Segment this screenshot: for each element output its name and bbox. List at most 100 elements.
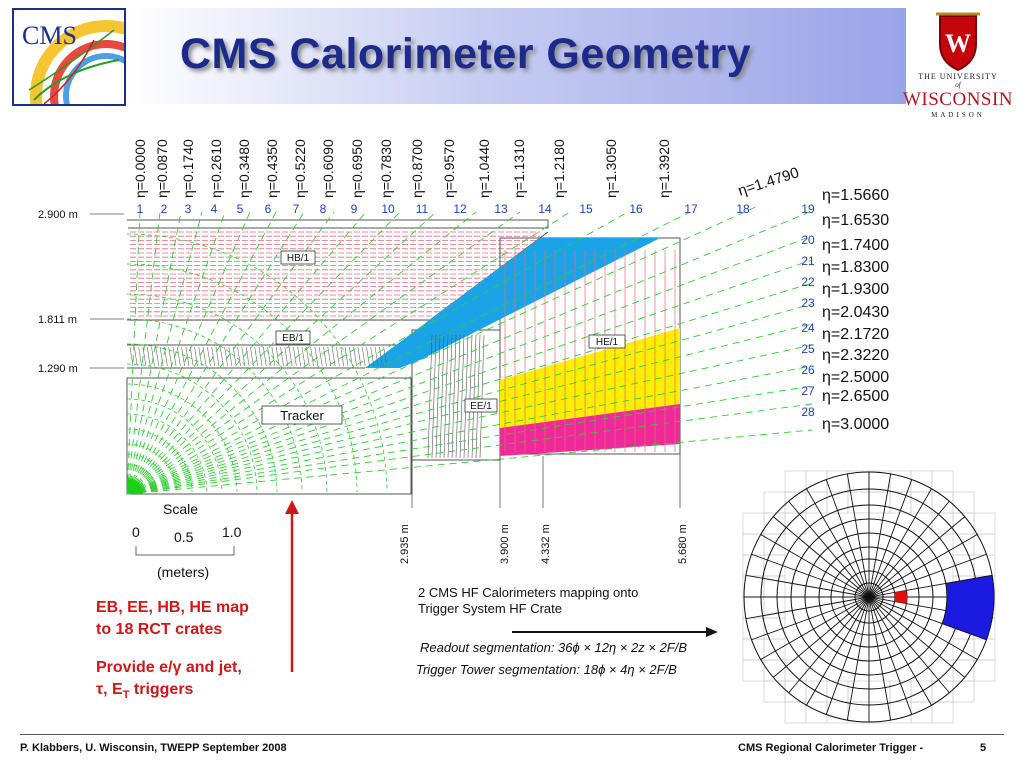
hf-grid-cell — [742, 512, 765, 535]
hf-spoke — [772, 596, 870, 678]
ee-line — [443, 334, 449, 459]
tracker-arc — [127, 413, 208, 492]
hf-red-tower — [894, 597, 907, 604]
eta-line — [126, 204, 761, 495]
radius-label-1290: 1.290 m — [38, 363, 78, 375]
eta-label-top: η=1.2180 — [551, 139, 567, 198]
tracker-arc — [127, 428, 193, 492]
tower-number-top: 7 — [293, 202, 300, 216]
eb-line — [129, 346, 134, 367]
hf-spoke — [806, 488, 870, 598]
footer-divider — [20, 734, 1004, 735]
eb-line — [189, 346, 194, 367]
tower-number-top: 17 — [684, 202, 698, 216]
scale-tick-0: 0 — [132, 524, 140, 540]
hf-spoke — [760, 596, 870, 660]
eta-label-top: η=0.8700 — [409, 139, 425, 198]
eta-label-diag: η=1.4790 — [736, 164, 801, 200]
eta-line — [126, 259, 813, 495]
eb-line — [202, 346, 207, 367]
tower-number-top: 10 — [381, 202, 395, 216]
cms-logo-text: CMS — [22, 21, 77, 50]
hf-circle-diagram — [742, 470, 996, 724]
eta-label-top: η=1.3920 — [656, 139, 672, 198]
tower-number-top: 15 — [579, 202, 593, 216]
ee-line — [455, 334, 461, 459]
label-eb: EB/1 — [282, 333, 304, 344]
eta-line — [126, 211, 251, 495]
hf-grid-cell — [973, 533, 996, 556]
uw-text-wisconsin: WISCONSIN — [902, 89, 1014, 110]
readout-segmentation: Readout segmentation: 36ϕ × 12η × 2z × 2… — [420, 640, 688, 655]
eb-line — [331, 346, 336, 367]
tower-number-right: 20 — [801, 233, 815, 247]
hf-note-line1: 2 CMS HF Calorimeters mapping onto — [418, 585, 639, 600]
hb-hatching — [130, 231, 540, 321]
eta-label-top: η=1.1310 — [511, 139, 527, 198]
eta-line — [126, 210, 813, 495]
eb-line — [228, 346, 233, 367]
eta-line — [126, 211, 477, 495]
eta-label-top: η=0.1740 — [180, 139, 196, 198]
eta-label-right: η=2.3220 — [822, 347, 889, 364]
hf-spoke — [868, 534, 978, 598]
ee-line — [459, 334, 465, 459]
eta-line — [126, 344, 813, 495]
eta-label-top: η=0.7830 — [378, 139, 394, 198]
eb-line — [194, 346, 198, 367]
hf-grid-cell — [931, 701, 954, 724]
hf-spoke — [846, 596, 870, 721]
eta-line — [126, 211, 521, 495]
eb-line — [374, 346, 379, 367]
tracker-arc — [127, 343, 278, 492]
eb-line — [318, 346, 323, 367]
eta-label-right: η=1.5660 — [822, 187, 889, 204]
eta-label-top: η=0.4350 — [264, 139, 280, 198]
hf-grid-cell — [742, 638, 765, 661]
hf-spoke — [868, 516, 966, 598]
eta-label-top: η=0.2610 — [208, 139, 224, 198]
ee-line — [451, 334, 457, 459]
tower-number-right: 24 — [801, 321, 815, 335]
tower-number-top: 11 — [416, 202, 429, 216]
ee-line — [435, 334, 441, 459]
uw-logo: W THE UNIVERSITY of WISCONSIN MADISON — [900, 10, 1016, 120]
tower-number-right: 23 — [801, 296, 815, 310]
note-triggers-line1: Provide e/γ and jet, — [96, 659, 242, 676]
hf-blue-tower — [941, 574, 995, 641]
eb-line — [271, 346, 276, 367]
tower-number-top: 13 — [494, 202, 508, 216]
eb-line — [297, 346, 301, 367]
tower-number-right: 22 — [801, 275, 815, 289]
tower-number-top: 14 — [538, 202, 552, 216]
ee-line — [479, 334, 485, 459]
eb-line — [293, 346, 297, 367]
hf-grid-cell — [973, 659, 996, 682]
eta-line — [126, 211, 367, 495]
hf-grid-cell — [763, 491, 786, 514]
eta-label-top: η=0.6950 — [349, 139, 365, 198]
eta-line — [126, 211, 571, 495]
hf-grid-cell — [742, 659, 765, 682]
eb-line — [138, 346, 142, 367]
eta-label-right: η=1.9300 — [822, 281, 889, 298]
hf-spoke — [868, 596, 978, 660]
uw-text-of: of — [955, 81, 961, 89]
eta-line — [126, 211, 203, 495]
tower-number-top: 3 — [185, 202, 192, 216]
hf-spoke — [806, 596, 870, 706]
interaction-point — [127, 478, 143, 494]
eb-line — [155, 346, 160, 367]
page-number: 5 — [980, 742, 987, 754]
hf-spoke — [868, 596, 932, 706]
eb-line — [344, 346, 349, 367]
eb-line — [288, 346, 293, 367]
eb-line — [198, 346, 203, 367]
scale-tick-10: 1.0 — [222, 524, 242, 540]
eta-label-right: η=1.7400 — [822, 237, 889, 254]
eta-label-top: η=1.0440 — [476, 139, 492, 198]
hf-spoke — [745, 574, 870, 598]
note-triggers: Provide e/γ and jet, τ, ET triggers — [96, 657, 242, 706]
hf-spoke — [868, 479, 913, 598]
radius-label-2900: 2.900 m — [38, 209, 78, 221]
